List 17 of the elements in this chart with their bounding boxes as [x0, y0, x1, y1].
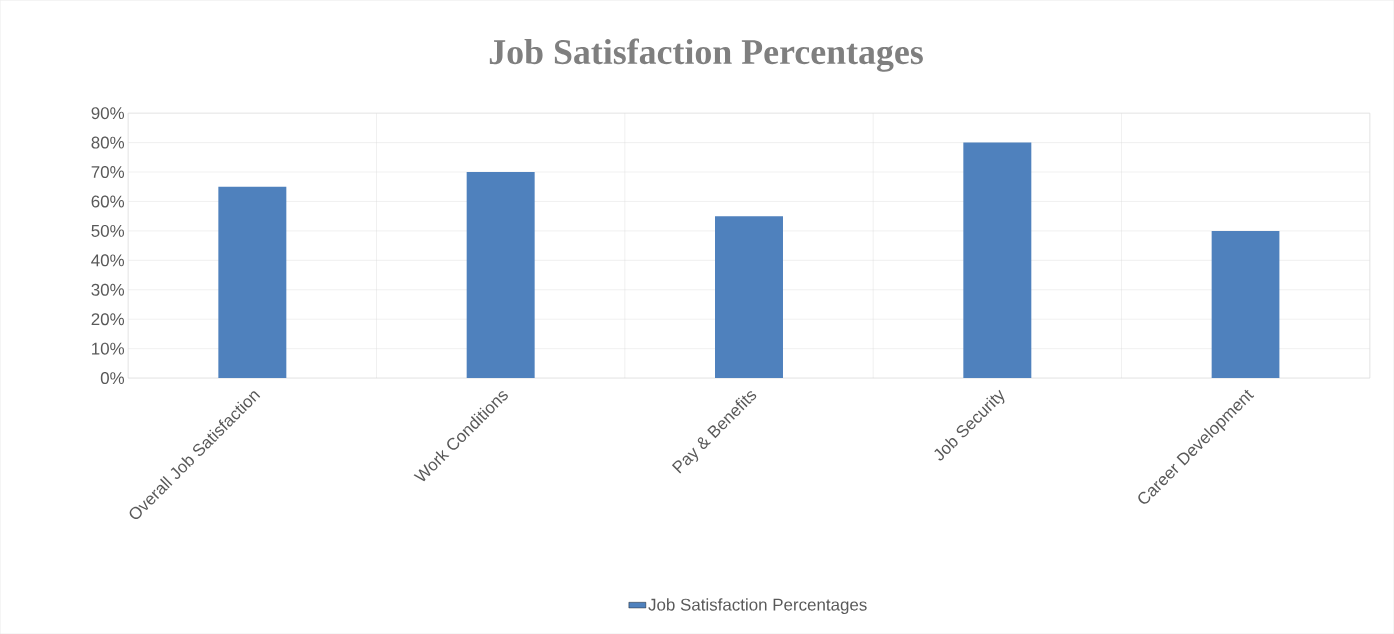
legend-label: Job Satisfaction Percentages	[648, 598, 867, 614]
bar	[218, 186, 287, 378]
bar	[715, 216, 783, 378]
y-tick-label: 30%	[91, 283, 125, 296]
bar	[963, 142, 1032, 378]
bar	[1211, 230, 1280, 378]
y-tick-label: 40%	[91, 254, 125, 267]
y-tick-label: 10%	[92, 342, 125, 355]
bar	[466, 171, 535, 378]
y-tick-label: 70%	[91, 165, 125, 178]
y-tick-label: 50%	[91, 224, 125, 237]
y-tick-label: 20%	[91, 313, 125, 326]
y-tick-label: 90%	[91, 107, 125, 120]
y-tick-label: 80%	[91, 136, 125, 149]
y-tick-label: 0%	[100, 371, 125, 384]
chart-title: Job Satisfaction Percentages	[489, 38, 923, 72]
y-tick-label: 60%	[91, 195, 125, 208]
